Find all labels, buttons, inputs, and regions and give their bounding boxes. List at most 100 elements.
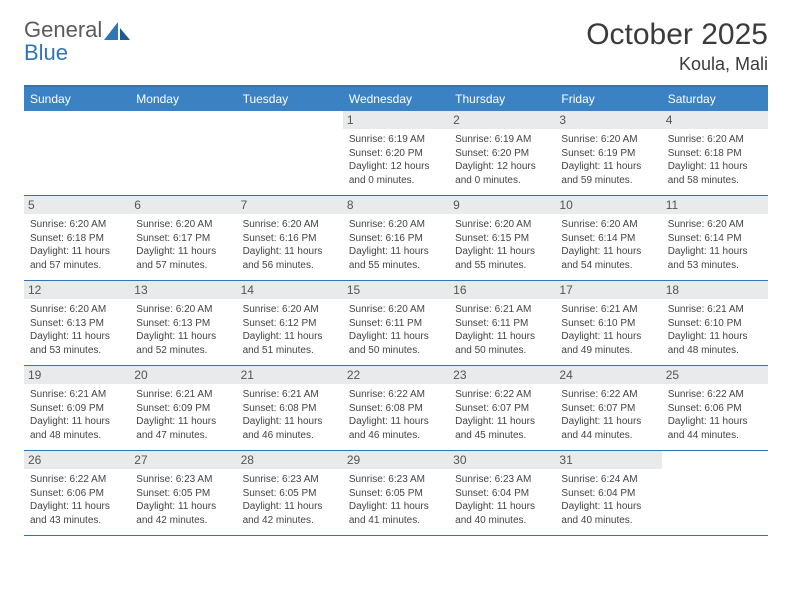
day-number: 26: [24, 451, 130, 469]
day-number: 21: [237, 366, 343, 384]
location: Koula, Mali: [586, 54, 768, 75]
day-number: 13: [130, 281, 236, 299]
day-number: 3: [555, 111, 661, 129]
day-cell-1: 1 Sunrise: 6:19 AMSunset: 6:20 PMDaylight…: [343, 111, 449, 195]
day-detail: Sunrise: 6:21 AMSunset: 6:09 PMDaylight:…: [30, 388, 124, 442]
day-cell-26: 26 Sunrise: 6:22 AMSunset: 6:06 PMDayligh…: [24, 451, 130, 535]
day-number: 18: [662, 281, 768, 299]
week-row: 12 Sunrise: 6:20 AMSunset: 6:13 PMDayligh…: [24, 281, 768, 366]
day-detail: Sunrise: 6:20 AMSunset: 6:11 PMDaylight:…: [349, 303, 443, 357]
day-number: 19: [24, 366, 130, 384]
day-detail: Sunrise: 6:21 AMSunset: 6:11 PMDaylight:…: [455, 303, 549, 357]
header: General Blue October 2025 Koula, Mali: [24, 18, 768, 75]
week-row: 1 Sunrise: 6:19 AMSunset: 6:20 PMDaylight…: [24, 111, 768, 196]
day-number: 1: [343, 111, 449, 129]
day-detail: Sunrise: 6:22 AMSunset: 6:06 PMDaylight:…: [668, 388, 762, 442]
day-number: 17: [555, 281, 661, 299]
day-number: 5: [24, 196, 130, 214]
day-detail: Sunrise: 6:19 AMSunset: 6:20 PMDaylight:…: [349, 133, 443, 187]
day-cell-16: 16Sunrise: 6:21 AMSunset: 6:11 PMDayligh…: [449, 281, 555, 365]
weekday-saturday: Saturday: [662, 87, 768, 111]
day-number: 7: [237, 196, 343, 214]
day-number: 8: [343, 196, 449, 214]
day-detail: Sunrise: 6:23 AMSunset: 6:04 PMDaylight:…: [455, 473, 549, 527]
day-number: 4: [662, 111, 768, 129]
day-number: 15: [343, 281, 449, 299]
logo-general: General: [24, 18, 102, 41]
day-number: 29: [343, 451, 449, 469]
day-cell-3: 3Sunrise: 6:20 AMSunset: 6:19 PMDaylight…: [555, 111, 661, 195]
day-detail: Sunrise: 6:22 AMSunset: 6:07 PMDaylight:…: [455, 388, 549, 442]
logo: General Blue: [24, 18, 130, 64]
day-cell-7: 7 Sunrise: 6:20 AMSunset: 6:16 PMDaylight…: [237, 196, 343, 280]
day-number: 20: [130, 366, 236, 384]
day-number: 23: [449, 366, 555, 384]
title-block: October 2025 Koula, Mali: [586, 18, 768, 75]
day-number: 14: [237, 281, 343, 299]
weekday-friday: Friday: [555, 87, 661, 111]
day-detail: Sunrise: 6:20 AMSunset: 6:13 PMDaylight:…: [136, 303, 230, 357]
empty-cell: [24, 111, 130, 195]
day-cell-4: 4Sunrise: 6:20 AMSunset: 6:18 PMDaylight…: [662, 111, 768, 195]
day-detail: Sunrise: 6:20 AMSunset: 6:13 PMDaylight:…: [30, 303, 124, 357]
day-cell-6: 6Sunrise: 6:20 AMSunset: 6:17 PMDaylight…: [130, 196, 236, 280]
week-row: 5Sunrise: 6:20 AMSunset: 6:18 PMDaylight…: [24, 196, 768, 281]
day-number: 10: [555, 196, 661, 214]
day-number: 9: [449, 196, 555, 214]
day-cell-10: 10 Sunrise: 6:20 AMSunset: 6:14 PMDayligh…: [555, 196, 661, 280]
day-detail: Sunrise: 6:21 AMSunset: 6:10 PMDaylight:…: [561, 303, 655, 357]
day-number: 27: [130, 451, 236, 469]
day-detail: Sunrise: 6:20 AMSunset: 6:12 PMDaylight:…: [243, 303, 337, 357]
day-detail: Sunrise: 6:21 AMSunset: 6:10 PMDaylight:…: [668, 303, 762, 357]
day-detail: Sunrise: 6:22 AMSunset: 6:06 PMDaylight:…: [30, 473, 124, 527]
day-cell-5: 5Sunrise: 6:20 AMSunset: 6:18 PMDaylight…: [24, 196, 130, 280]
weekday-thursday: Thursday: [449, 87, 555, 111]
empty-cell: [130, 111, 236, 195]
weekday-header-row: SundayMondayTuesdayWednesdayThursdayFrid…: [24, 87, 768, 111]
day-number: 24: [555, 366, 661, 384]
day-number: 22: [343, 366, 449, 384]
day-cell-31: 31Sunrise: 6:24 AMSunset: 6:04 PMDayligh…: [555, 451, 661, 535]
day-detail: Sunrise: 6:20 AMSunset: 6:14 PMDaylight:…: [668, 218, 762, 272]
day-cell-20: 20Sunrise: 6:21 AMSunset: 6:09 PMDayligh…: [130, 366, 236, 450]
day-cell-24: 24Sunrise: 6:22 AMSunset: 6:07 PMDayligh…: [555, 366, 661, 450]
logo-sail-icon: [104, 22, 130, 40]
day-detail: Sunrise: 6:22 AMSunset: 6:08 PMDaylight:…: [349, 388, 443, 442]
logo-blue: Blue: [24, 41, 102, 64]
day-cell-21: 21 Sunrise: 6:21 AMSunset: 6:08 PMDayligh…: [237, 366, 343, 450]
week-row: 26 Sunrise: 6:22 AMSunset: 6:06 PMDayligh…: [24, 451, 768, 536]
day-cell-13: 13 Sunrise: 6:20 AMSunset: 6:13 PMDayligh…: [130, 281, 236, 365]
weeks-container: 1 Sunrise: 6:19 AMSunset: 6:20 PMDaylight…: [24, 111, 768, 536]
weekday-sunday: Sunday: [24, 87, 130, 111]
day-detail: Sunrise: 6:20 AMSunset: 6:15 PMDaylight:…: [455, 218, 549, 272]
empty-cell: [237, 111, 343, 195]
logo-text-block: General Blue: [24, 18, 102, 64]
month-title: October 2025: [586, 18, 768, 52]
day-cell-2: 2 Sunrise: 6:19 AMSunset: 6:20 PMDaylight…: [449, 111, 555, 195]
day-detail: Sunrise: 6:23 AMSunset: 6:05 PMDaylight:…: [136, 473, 230, 527]
day-detail: Sunrise: 6:20 AMSunset: 6:16 PMDaylight:…: [349, 218, 443, 272]
day-detail: Sunrise: 6:20 AMSunset: 6:16 PMDaylight:…: [243, 218, 337, 272]
calendar: SundayMondayTuesdayWednesdayThursdayFrid…: [24, 85, 768, 536]
weekday-tuesday: Tuesday: [237, 87, 343, 111]
day-number: 30: [449, 451, 555, 469]
day-cell-30: 30 Sunrise: 6:23 AMSunset: 6:04 PMDayligh…: [449, 451, 555, 535]
day-detail: Sunrise: 6:19 AMSunset: 6:20 PMDaylight:…: [455, 133, 549, 187]
day-cell-19: 19 Sunrise: 6:21 AMSunset: 6:09 PMDayligh…: [24, 366, 130, 450]
day-detail: Sunrise: 6:21 AMSunset: 6:08 PMDaylight:…: [243, 388, 337, 442]
day-cell-29: 29Sunrise: 6:23 AMSunset: 6:05 PMDayligh…: [343, 451, 449, 535]
weekday-wednesday: Wednesday: [343, 87, 449, 111]
day-number: 2: [449, 111, 555, 129]
day-cell-18: 18 Sunrise: 6:21 AMSunset: 6:10 PMDayligh…: [662, 281, 768, 365]
day-detail: Sunrise: 6:20 AMSunset: 6:14 PMDaylight:…: [561, 218, 655, 272]
day-number: 25: [662, 366, 768, 384]
day-number: 11: [662, 196, 768, 214]
weekday-monday: Monday: [130, 87, 236, 111]
day-number: 12: [24, 281, 130, 299]
day-cell-9: 9 Sunrise: 6:20 AMSunset: 6:15 PMDaylight…: [449, 196, 555, 280]
day-cell-15: 15 Sunrise: 6:20 AMSunset: 6:11 PMDayligh…: [343, 281, 449, 365]
day-cell-8: 8 Sunrise: 6:20 AMSunset: 6:16 PMDaylight…: [343, 196, 449, 280]
day-cell-23: 23 Sunrise: 6:22 AMSunset: 6:07 PMDayligh…: [449, 366, 555, 450]
day-cell-28: 28Sunrise: 6:23 AMSunset: 6:05 PMDayligh…: [237, 451, 343, 535]
day-cell-25: 25 Sunrise: 6:22 AMSunset: 6:06 PMDayligh…: [662, 366, 768, 450]
